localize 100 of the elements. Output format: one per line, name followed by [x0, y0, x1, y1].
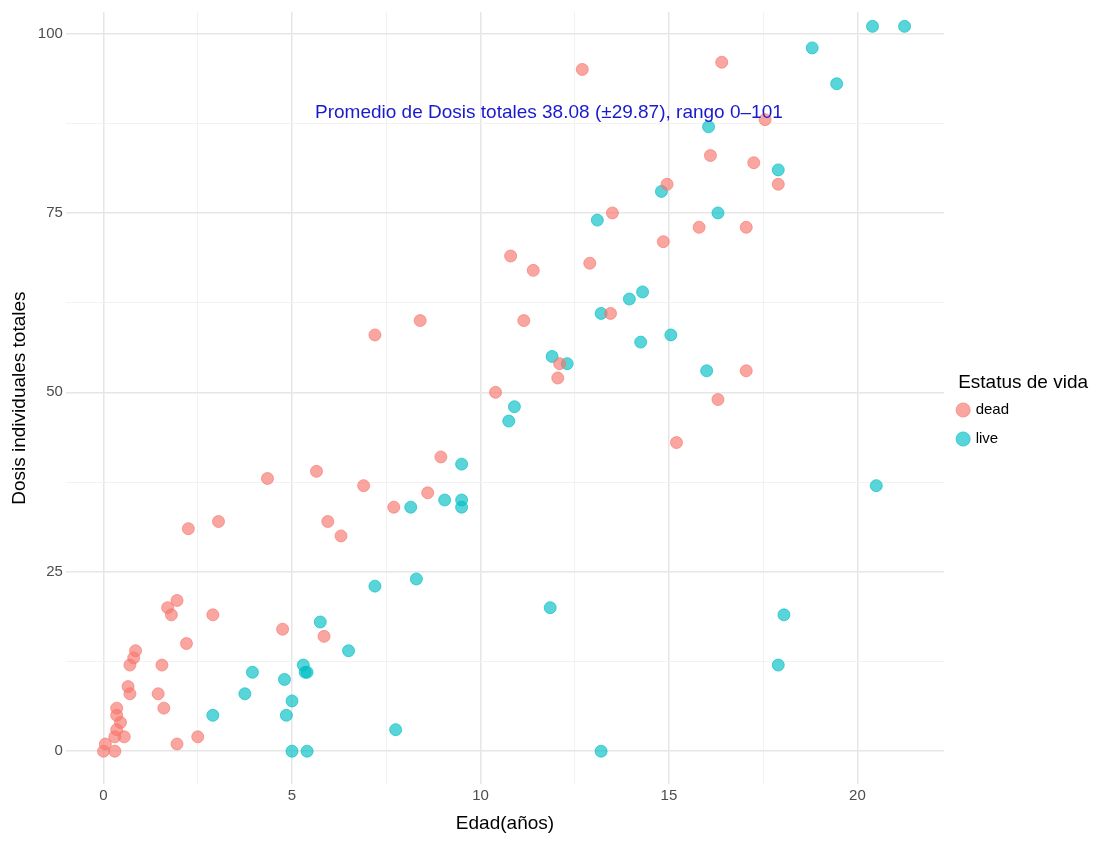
point: [206, 708, 220, 722]
point: [206, 608, 220, 622]
point: [321, 515, 335, 529]
x-tick-label: 20: [849, 786, 866, 804]
point: [656, 235, 670, 249]
point: [711, 206, 725, 220]
point: [179, 637, 193, 651]
point: [387, 500, 401, 514]
point: [238, 687, 252, 701]
point: [368, 579, 382, 593]
point: [98, 737, 112, 751]
point: [771, 177, 785, 191]
point: [830, 77, 844, 91]
point: [543, 601, 557, 615]
point: [334, 529, 348, 543]
point: [434, 450, 448, 464]
point: [636, 285, 650, 299]
point: [622, 292, 636, 306]
point: [771, 658, 785, 672]
point: [777, 608, 791, 622]
point: [604, 306, 618, 320]
point: [342, 644, 356, 658]
point: [805, 41, 819, 55]
point: [583, 256, 597, 270]
x-axis-title: Edad(años): [455, 811, 555, 833]
point: [545, 349, 559, 363]
point: [517, 314, 531, 328]
point: [507, 400, 521, 414]
point: [155, 658, 169, 672]
point: [164, 608, 178, 622]
point: [489, 385, 503, 399]
legend-title: Estatus de vida: [958, 371, 1089, 393]
point: [502, 414, 516, 428]
point: [594, 744, 608, 758]
legend-label: dead: [975, 400, 1010, 418]
point: [747, 156, 761, 170]
point: [181, 522, 195, 536]
point: [285, 694, 299, 708]
point: [664, 328, 678, 342]
point: [575, 62, 589, 76]
x-tick-label: 5: [287, 786, 297, 804]
point: [317, 629, 331, 643]
point: [455, 493, 469, 507]
y-tick-label: 100: [37, 23, 63, 41]
point: [551, 371, 565, 385]
point: [869, 479, 883, 493]
point: [245, 665, 259, 679]
point: [700, 364, 714, 378]
y-axis-title: Dosis individuales totales: [7, 291, 29, 505]
point: [261, 471, 274, 485]
y-tick-label: 0: [54, 741, 63, 759]
point: [692, 220, 706, 234]
point: [123, 687, 137, 701]
y-tick-label: 75: [46, 203, 63, 221]
point: [438, 493, 452, 507]
point: [898, 19, 912, 33]
point: [151, 687, 165, 701]
point: [277, 672, 291, 686]
x-tick-label: 15: [660, 786, 678, 804]
point: [117, 730, 131, 744]
point: [357, 479, 371, 493]
point: [660, 177, 674, 191]
point: [413, 314, 427, 328]
point: [389, 723, 403, 737]
point: [129, 644, 143, 658]
point: [170, 593, 184, 607]
point: [279, 708, 293, 722]
point: [108, 744, 122, 758]
point: [711, 393, 725, 407]
point: [669, 436, 683, 450]
point: [300, 744, 314, 758]
point: [715, 55, 729, 69]
point: [739, 364, 753, 378]
point: [409, 572, 423, 586]
point: [590, 213, 604, 227]
point: [421, 486, 435, 500]
point: [157, 701, 171, 715]
point: [455, 457, 469, 471]
point: [276, 622, 290, 636]
point: [703, 149, 717, 163]
point: [310, 464, 323, 478]
point: [771, 163, 785, 177]
point: [404, 500, 418, 514]
point: [113, 715, 127, 729]
point: [110, 701, 124, 715]
point: [504, 249, 518, 263]
point: [368, 328, 382, 342]
point: [526, 263, 540, 277]
point: [553, 357, 567, 371]
point: [866, 19, 880, 33]
point: [170, 737, 184, 751]
point: [285, 744, 299, 758]
x-tick-label: 10: [472, 786, 489, 804]
point: [605, 206, 619, 220]
annotation: Promedio de Dosis totales 38.08 (±29.87), rango 0–101: [315, 100, 783, 122]
x-tick-label: 0: [99, 786, 108, 804]
point: [191, 730, 205, 744]
point: [634, 335, 648, 349]
legend-label: live: [975, 429, 999, 447]
y-tick-label: 50: [46, 382, 63, 400]
